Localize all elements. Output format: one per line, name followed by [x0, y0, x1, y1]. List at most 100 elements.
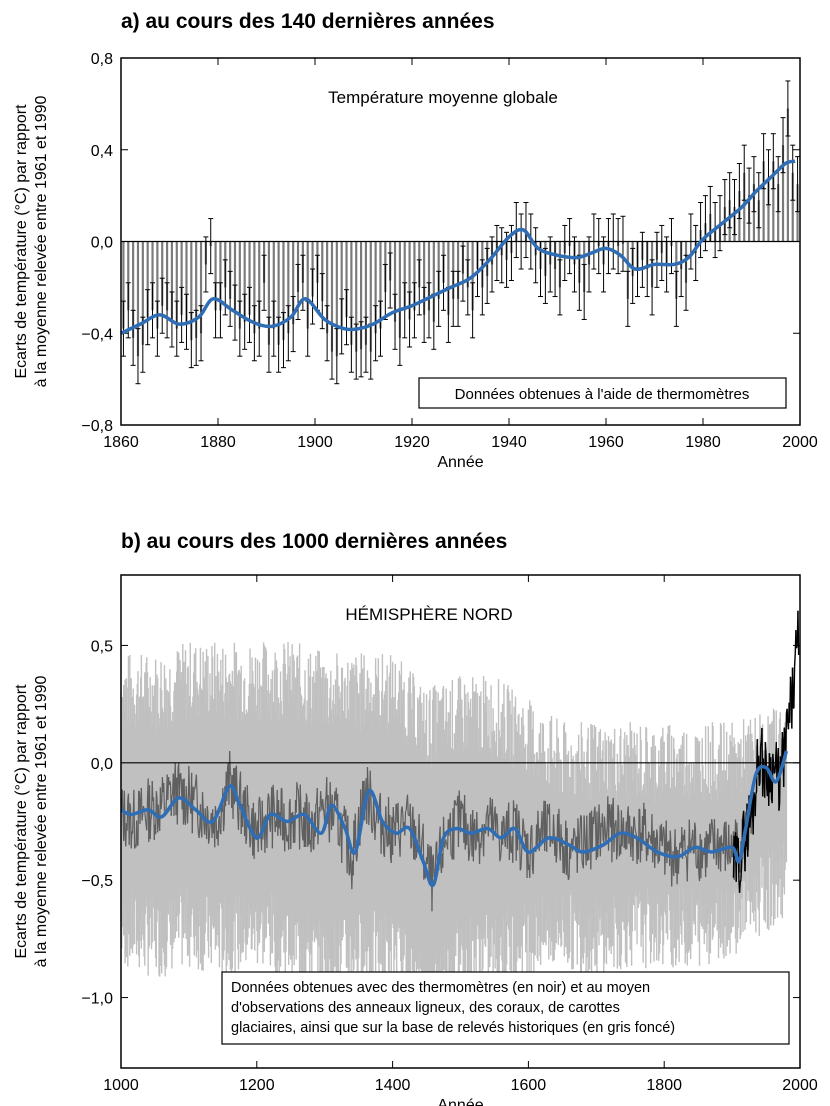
chart-b-proxy-line — [583, 815, 586, 831]
chart-b-proxy-line — [125, 823, 128, 847]
chart-b-proxy-line — [193, 787, 196, 790]
chart-b-proxy-line — [431, 856, 434, 912]
chart-b-proxy-line — [416, 849, 419, 852]
chart-b-proxy-line — [237, 802, 240, 830]
chart-b-proxy-line — [646, 838, 649, 856]
chart-b-proxy-line — [478, 843, 481, 864]
chart-b-proxy-line — [252, 802, 255, 856]
chart-b-proxy-line — [236, 793, 239, 815]
chart-b-instrumental-line — [793, 653, 796, 667]
chart-b-proxy-line — [383, 830, 386, 857]
chart-b-proxy-line — [310, 811, 313, 853]
chart-b-ytick-label: −0,5 — [81, 873, 113, 890]
chart-b-proxy-line — [217, 820, 220, 846]
chart-b-proxy-line — [688, 819, 691, 849]
chart-b-proxy-line — [133, 789, 136, 849]
chart-b-proxy-line — [750, 805, 753, 834]
chart-b-proxy-line — [685, 855, 688, 860]
chart-b-proxy-line — [622, 817, 625, 828]
chart-b-proxy-line — [690, 838, 693, 841]
chart-b-proxy-line — [385, 831, 388, 847]
chart-b-proxy-line — [225, 771, 228, 801]
chart-b-instrumental-line — [785, 713, 788, 759]
chart-b-proxy-line — [171, 793, 174, 797]
chart-b-proxy-line — [229, 771, 232, 778]
chart-b-proxy-line — [550, 838, 553, 841]
chart-b-proxy-line — [686, 845, 689, 882]
chart-b-proxy-line — [222, 822, 225, 832]
chart-b-proxy-line — [704, 837, 707, 877]
chart-b-proxy-line — [242, 790, 245, 795]
chart-b-proxy-line — [423, 864, 426, 880]
chart-b-proxy-line — [385, 806, 388, 832]
chart-b-proxy-line — [343, 805, 346, 822]
chart-b-proxy-line — [337, 793, 339, 845]
chart-b-proxy-line — [450, 854, 453, 857]
chart-b-proxy-line — [501, 821, 504, 845]
chart-b-proxy-line — [562, 846, 565, 873]
chart-b-proxy-line — [489, 797, 492, 812]
chart-b-proxy-line — [322, 799, 324, 808]
chart-a-smoothed-line — [120, 159, 796, 335]
chart-b-proxy-line — [248, 805, 250, 828]
chart-b-proxy-line — [121, 789, 124, 814]
chart-b-proxy-line — [273, 795, 276, 812]
chart-b-proxy-line — [400, 809, 403, 827]
chart-b-proxy-line — [127, 793, 130, 800]
chart-b-proxy-line — [747, 842, 749, 851]
chart-b-proxy-line — [231, 775, 233, 808]
chart-b-proxy-line — [490, 811, 493, 831]
chart-b-proxy-line — [215, 813, 218, 839]
chart-b-proxy-line — [701, 853, 704, 869]
chart-b-proxy-line — [445, 842, 448, 845]
chart-b-proxy-line — [146, 778, 149, 799]
chart-b-proxy-line — [696, 845, 699, 868]
chart-b-proxy-line — [633, 816, 636, 829]
chart-b-proxy-line — [327, 795, 330, 825]
chart-b-proxy-line — [540, 828, 542, 847]
chart-b-proxy-line — [676, 849, 679, 885]
chart-b-proxy-line — [456, 795, 459, 804]
chart-b-proxy-line — [173, 778, 176, 816]
chart-b-proxy-line — [378, 797, 381, 817]
chart-b-proxy-line — [269, 807, 272, 832]
chart-b-proxy-line — [525, 834, 528, 879]
chart-b-proxy-line — [305, 793, 307, 848]
chart-b-proxy-line — [662, 826, 665, 833]
chart-b-proxy-line — [362, 781, 365, 809]
chart-b-proxy-line — [430, 846, 433, 912]
chart-b-proxy-line — [276, 789, 279, 836]
chart-b-proxy-line — [650, 814, 653, 845]
chart-b-proxy-line — [604, 827, 607, 842]
chart-b-proxy-line — [284, 822, 287, 828]
chart-b-instrumental-line — [754, 794, 757, 817]
chart-b-proxy-line — [736, 838, 739, 850]
chart-b-instrumental-line — [736, 837, 739, 848]
chart-a-xtick-label: 1940 — [491, 434, 527, 451]
chart-b-proxy-line — [577, 818, 580, 841]
chart-b-proxy-line — [358, 843, 361, 846]
chart-b-proxy-line — [613, 826, 616, 853]
chart-b-proxy-line — [201, 791, 204, 838]
chart-a-annotation: Données obtenues à l'aide de thermomètre… — [455, 386, 750, 403]
chart-b-proxy-line — [552, 814, 555, 833]
panel-a-title: a) au cours des 140 dernières années — [121, 10, 495, 33]
chart-b-proxy-line — [191, 786, 194, 834]
chart-b-proxy-line — [649, 835, 652, 841]
chart-b-proxy-line — [517, 810, 520, 825]
chart-b-proxy-line — [148, 785, 151, 842]
chart-a-xtick-label: 1880 — [200, 434, 236, 451]
chart-b-proxy-line — [590, 810, 593, 852]
chart-b-proxy-line — [705, 831, 708, 868]
chart-b-proxy-line — [338, 843, 341, 847]
chart-b-proxy-line — [533, 846, 536, 850]
chart-b-proxy-line — [619, 844, 622, 855]
chart-b-proxy-line — [366, 767, 369, 788]
chart-b-proxy-line — [725, 821, 728, 848]
chart-b-proxy-line — [741, 819, 743, 862]
chart-b-proxy-line — [647, 831, 650, 856]
chart-b-proxy-line — [294, 799, 297, 843]
chart-b-proxy-line — [426, 843, 429, 865]
chart-b-proxy-line — [131, 831, 134, 834]
chart-b-proxy-line — [544, 801, 547, 833]
